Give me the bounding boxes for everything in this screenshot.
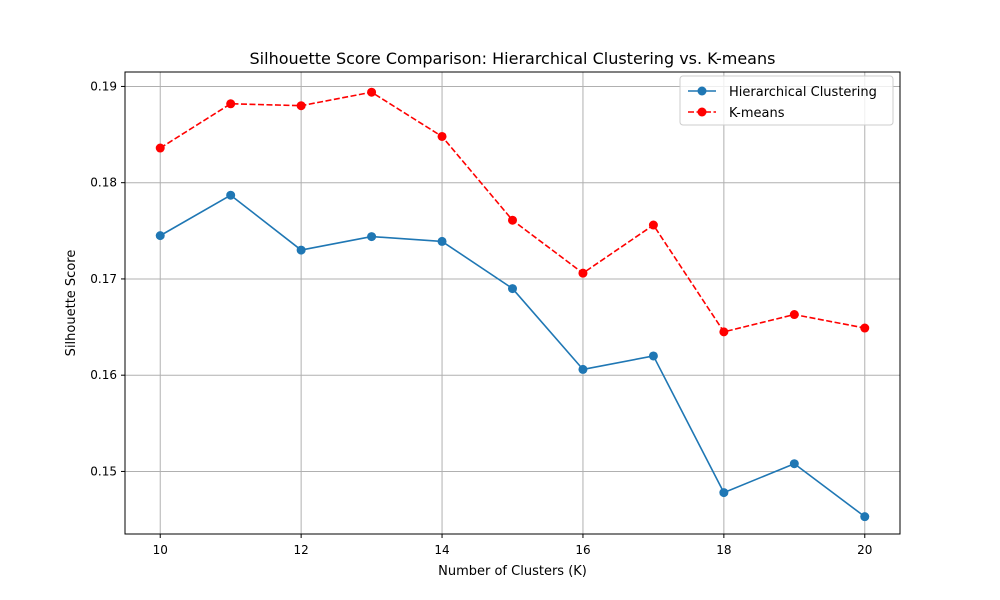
data-point-hierarchical-clustering (296, 245, 306, 255)
x-axis-ticks: 10 12 14 16 18 20 (153, 534, 872, 557)
y-tick-label: 0.16 (90, 368, 117, 382)
x-axis-label: Number of Clusters (K) (438, 564, 587, 579)
y-axis-ticks: 0.15 0.16 0.17 0.18 0.19 (90, 79, 125, 478)
legend-marker-hierarchical-clustering (697, 86, 707, 96)
series-layer (155, 87, 870, 522)
y-tick-label: 0.15 (90, 464, 117, 478)
series-k-means (155, 87, 870, 337)
legend-marker-k-means (697, 107, 707, 117)
legend-label-hierarchical-clustering: Hierarchical Clustering (729, 85, 877, 100)
data-point-hierarchical-clustering (226, 190, 236, 200)
x-tick-label: 18 (716, 543, 731, 557)
series-line-hierarchical-clustering (159, 194, 866, 518)
plot-frame (124, 71, 901, 535)
data-point-hierarchical-clustering (367, 232, 377, 242)
data-point-hierarchical-clustering (437, 236, 447, 246)
data-point-k-means (719, 327, 729, 337)
data-point-hierarchical-clustering (578, 364, 588, 374)
series-hierarchical-clustering (155, 190, 870, 522)
chart-title: Silhouette Score Comparison: Hierarchica… (250, 49, 776, 68)
data-point-hierarchical-clustering (860, 512, 870, 522)
data-point-k-means (789, 310, 799, 320)
series-line-k-means (159, 91, 865, 333)
data-point-k-means (226, 99, 236, 109)
y-tick-label: 0.18 (90, 176, 117, 190)
y-axis-label: Silhouette Score (64, 250, 79, 357)
data-point-k-means (648, 220, 658, 230)
legend-label-k-means: K-means (729, 106, 785, 121)
grid (125, 72, 900, 534)
x-tick-label: 10 (153, 543, 168, 557)
data-point-k-means (578, 268, 588, 278)
data-point-hierarchical-clustering (789, 459, 799, 469)
data-point-hierarchical-clustering (648, 351, 658, 361)
legend: Hierarchical Clustering K-means (679, 75, 894, 126)
y-tick-label: 0.19 (90, 79, 117, 93)
data-point-hierarchical-clustering (508, 284, 517, 294)
x-tick-label: 20 (857, 543, 872, 557)
data-point-k-means (296, 101, 306, 111)
data-point-k-means (508, 215, 517, 225)
data-point-k-means (860, 323, 870, 333)
y-tick-label: 0.17 (90, 272, 117, 286)
x-tick-label: 16 (575, 543, 590, 557)
data-point-hierarchical-clustering (719, 488, 729, 498)
data-point-k-means (437, 131, 447, 141)
legend-box (679, 75, 894, 126)
data-point-hierarchical-clustering (155, 231, 165, 241)
data-point-k-means (367, 87, 377, 97)
x-tick-label: 14 (434, 543, 449, 557)
x-tick-label: 12 (293, 543, 308, 557)
data-point-k-means (155, 143, 165, 153)
